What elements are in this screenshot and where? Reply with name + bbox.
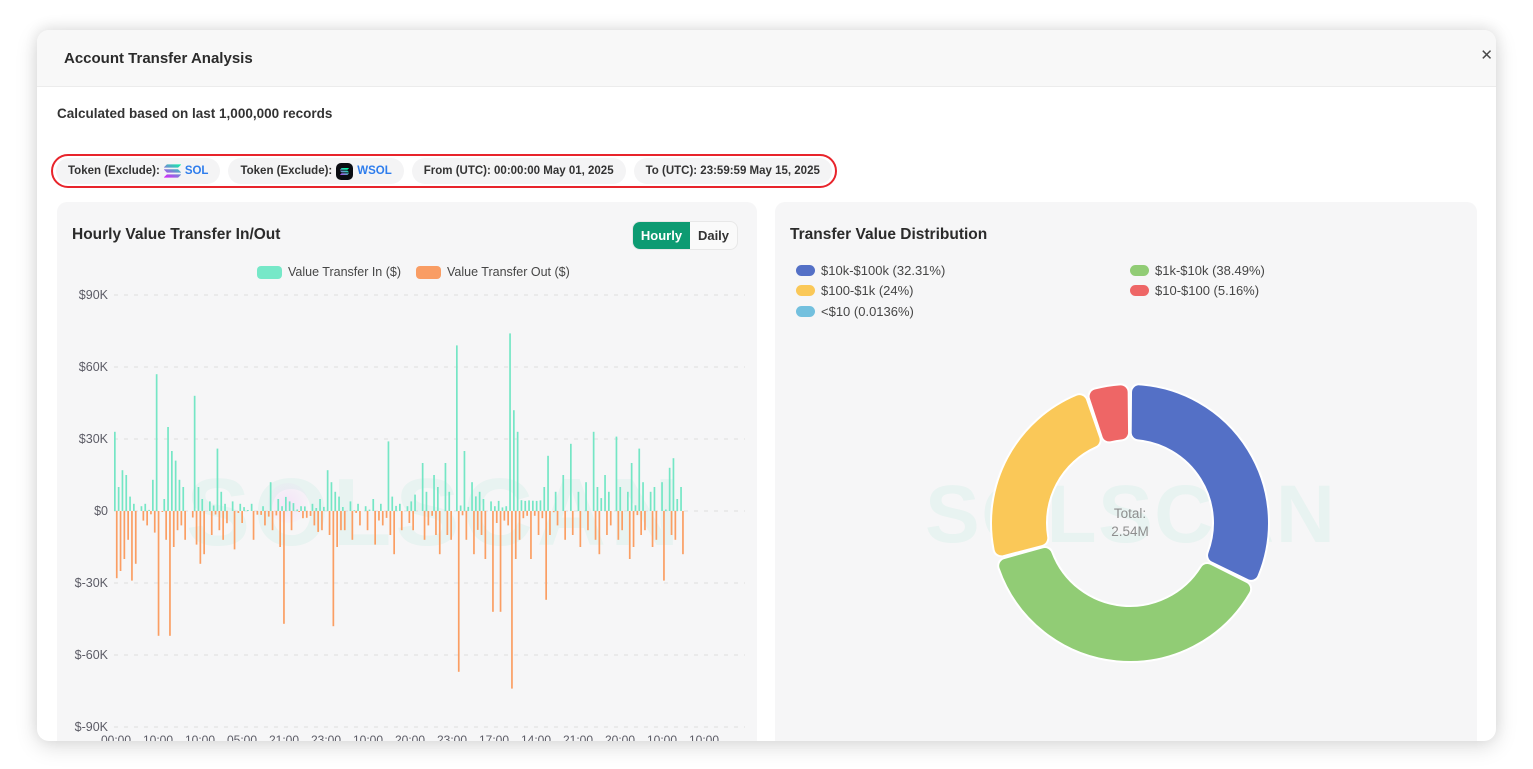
svg-text:00:00: 00:00: [101, 733, 131, 741]
svg-text:$0: $0: [94, 504, 108, 518]
svg-text:14:00: 14:00: [521, 733, 551, 741]
svg-text:10:00: 10:00: [689, 733, 719, 741]
svg-text:$90K: $90K: [79, 288, 109, 302]
svg-text:20:00: 20:00: [395, 733, 425, 741]
svg-text:21:00: 21:00: [563, 733, 593, 741]
svg-text:$-90K: $-90K: [75, 720, 109, 734]
svg-text:$30K: $30K: [79, 432, 109, 446]
svg-text:20:00: 20:00: [605, 733, 635, 741]
svg-text:$-60K: $-60K: [75, 648, 109, 662]
svg-text:23:00: 23:00: [311, 733, 341, 741]
svg-text:10:00: 10:00: [185, 733, 215, 741]
svg-text:23:00: 23:00: [437, 733, 467, 741]
svg-text:10:00: 10:00: [143, 733, 173, 741]
svg-text:$-30K: $-30K: [75, 576, 109, 590]
svg-text:21:00: 21:00: [269, 733, 299, 741]
svg-text:2.54M: 2.54M: [1111, 524, 1149, 539]
svg-text:17:00: 17:00: [479, 733, 509, 741]
svg-text:Total:: Total:: [1114, 506, 1146, 521]
svg-text:10:00: 10:00: [353, 733, 383, 741]
svg-text:05:00: 05:00: [227, 733, 257, 741]
svg-text:10:00: 10:00: [647, 733, 677, 741]
svg-text:$60K: $60K: [79, 360, 109, 374]
